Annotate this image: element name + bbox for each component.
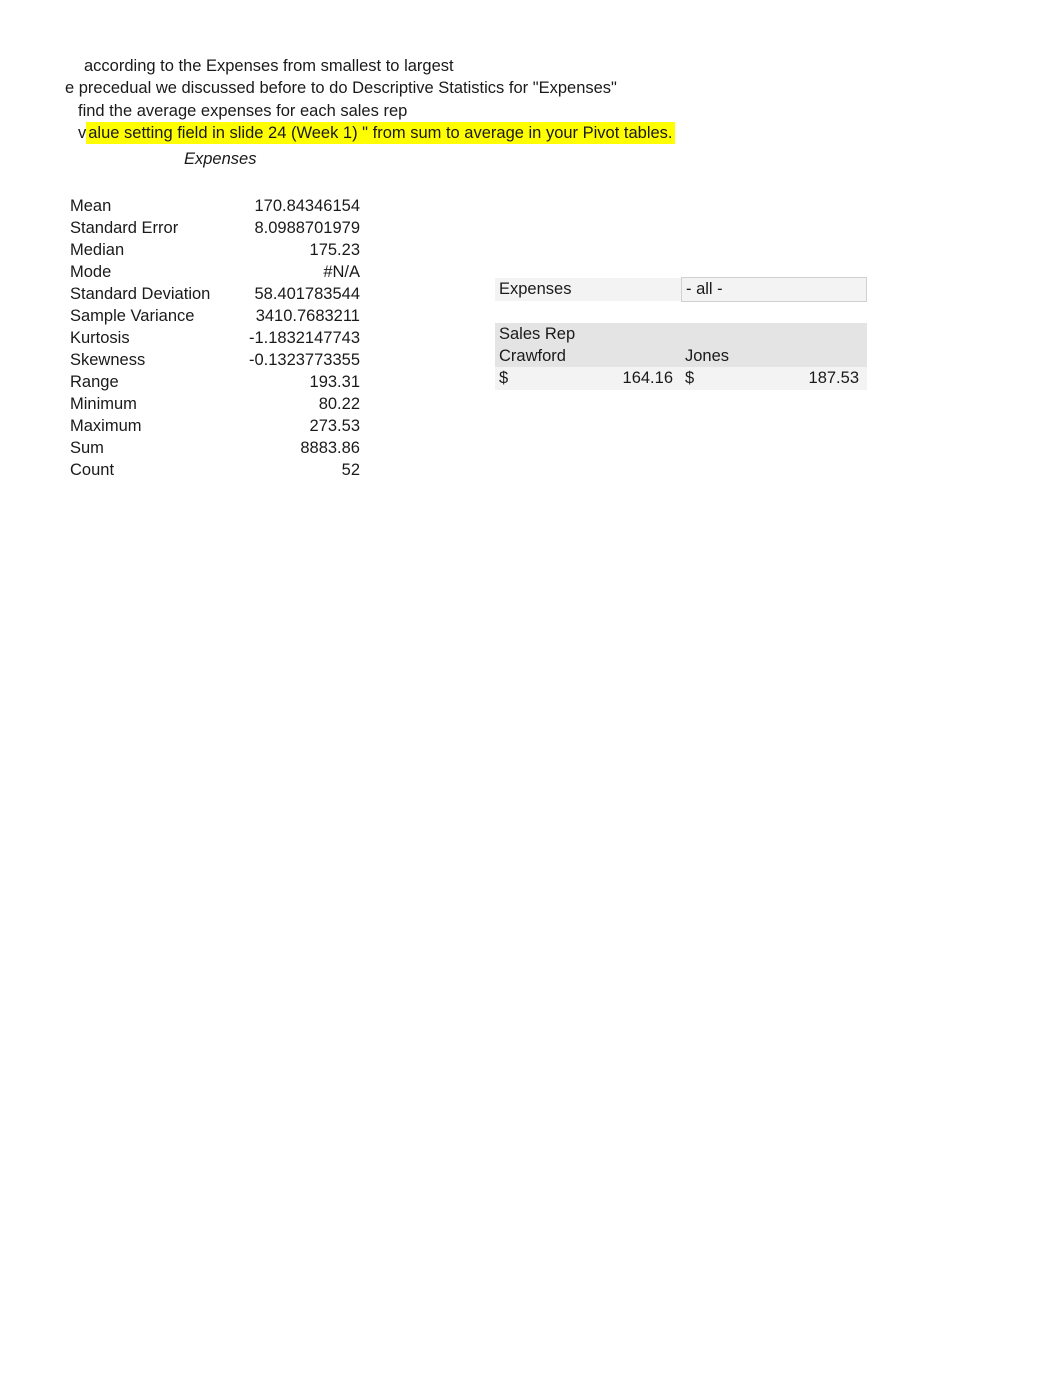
stats-value: 8883.86 (242, 437, 360, 459)
instruction-line-1: according to the Expenses from smallest … (84, 55, 1062, 77)
stats-label: Minimum (70, 393, 242, 415)
descriptive-stats-block: Expenses Mean170.84346154Standard Error8… (70, 150, 360, 481)
stats-label: Mean (70, 195, 242, 217)
pivot-value-crawford: $ 164.16 (495, 367, 681, 390)
pivot-table: Expenses - all - Sales Rep Crawford Jone… (495, 277, 867, 390)
stats-label: Mode (70, 261, 242, 283)
stats-value: 175.23 (242, 239, 360, 261)
stats-row: Sum8883.86 (70, 437, 360, 459)
stats-row: Skewness-0.1323773355 (70, 349, 360, 371)
stats-value: 58.401783544 (242, 283, 360, 305)
stats-label: Standard Error (70, 217, 242, 239)
instruction-4-prefix: v (78, 124, 86, 142)
stats-row: Mean170.84346154 (70, 195, 360, 217)
stats-row: Minimum80.22 (70, 393, 360, 415)
highlighted-text: alue setting field in slide 24 (Week 1) … (86, 122, 674, 144)
stats-value: -0.1323773355 (242, 349, 360, 371)
pivot-filter-dropdown[interactable]: - all - (681, 277, 867, 302)
stats-label: Range (70, 371, 242, 393)
stats-value: 3410.7683211 (242, 305, 360, 327)
stats-label: Skewness (70, 349, 242, 371)
stats-value: 8.0988701979 (242, 217, 360, 239)
pivot-empty-header (681, 323, 867, 346)
stats-label: Maximum (70, 415, 242, 437)
stats-value: 170.84346154 (242, 195, 360, 217)
instruction-line-2: e precedual we discussed before to do De… (65, 77, 1062, 99)
stats-row: Median175.23 (70, 239, 360, 261)
pivot-column-crawford: Crawford (495, 346, 681, 367)
instruction-line-3: find the average expenses for each sales… (78, 100, 1062, 122)
stats-value: -1.1832147743 (242, 327, 360, 349)
stats-row: Range193.31 (70, 371, 360, 393)
pivot-amount-2: 187.53 (694, 369, 863, 388)
stats-value: #N/A (242, 261, 360, 283)
stats-value: 273.53 (242, 415, 360, 437)
stats-title: Expenses (70, 150, 360, 169)
stats-row: Kurtosis-1.1832147743 (70, 327, 360, 349)
pivot-column-jones: Jones (681, 346, 867, 367)
pivot-row-header: Sales Rep (495, 323, 681, 346)
stats-value: 193.31 (242, 371, 360, 393)
stats-row: Standard Error8.0988701979 (70, 217, 360, 239)
stats-row: Count52 (70, 459, 360, 481)
currency-symbol: $ (685, 369, 694, 388)
stats-row: Standard Deviation58.401783544 (70, 283, 360, 305)
pivot-filter-label: Expenses (495, 278, 681, 301)
stats-label: Kurtosis (70, 327, 242, 349)
stats-label: Count (70, 459, 242, 481)
stats-table: Mean170.84346154Standard Error8.09887019… (70, 195, 360, 481)
stats-label: Sum (70, 437, 242, 459)
stats-label: Median (70, 239, 242, 261)
pivot-value-jones: $ 187.53 (681, 367, 867, 390)
stats-value: 80.22 (242, 393, 360, 415)
stats-row: Sample Variance3410.7683211 (70, 305, 360, 327)
currency-symbol: $ (499, 369, 508, 388)
stats-label: Sample Variance (70, 305, 242, 327)
stats-row: Mode#N/A (70, 261, 360, 283)
pivot-amount-1: 164.16 (508, 369, 677, 388)
stats-value: 52 (242, 459, 360, 481)
pivot-filter-row: Expenses - all - (495, 277, 867, 302)
stats-row: Maximum273.53 (70, 415, 360, 437)
instruction-line-4: value setting field in slide 24 (Week 1)… (78, 122, 1062, 144)
stats-label: Standard Deviation (70, 283, 242, 305)
